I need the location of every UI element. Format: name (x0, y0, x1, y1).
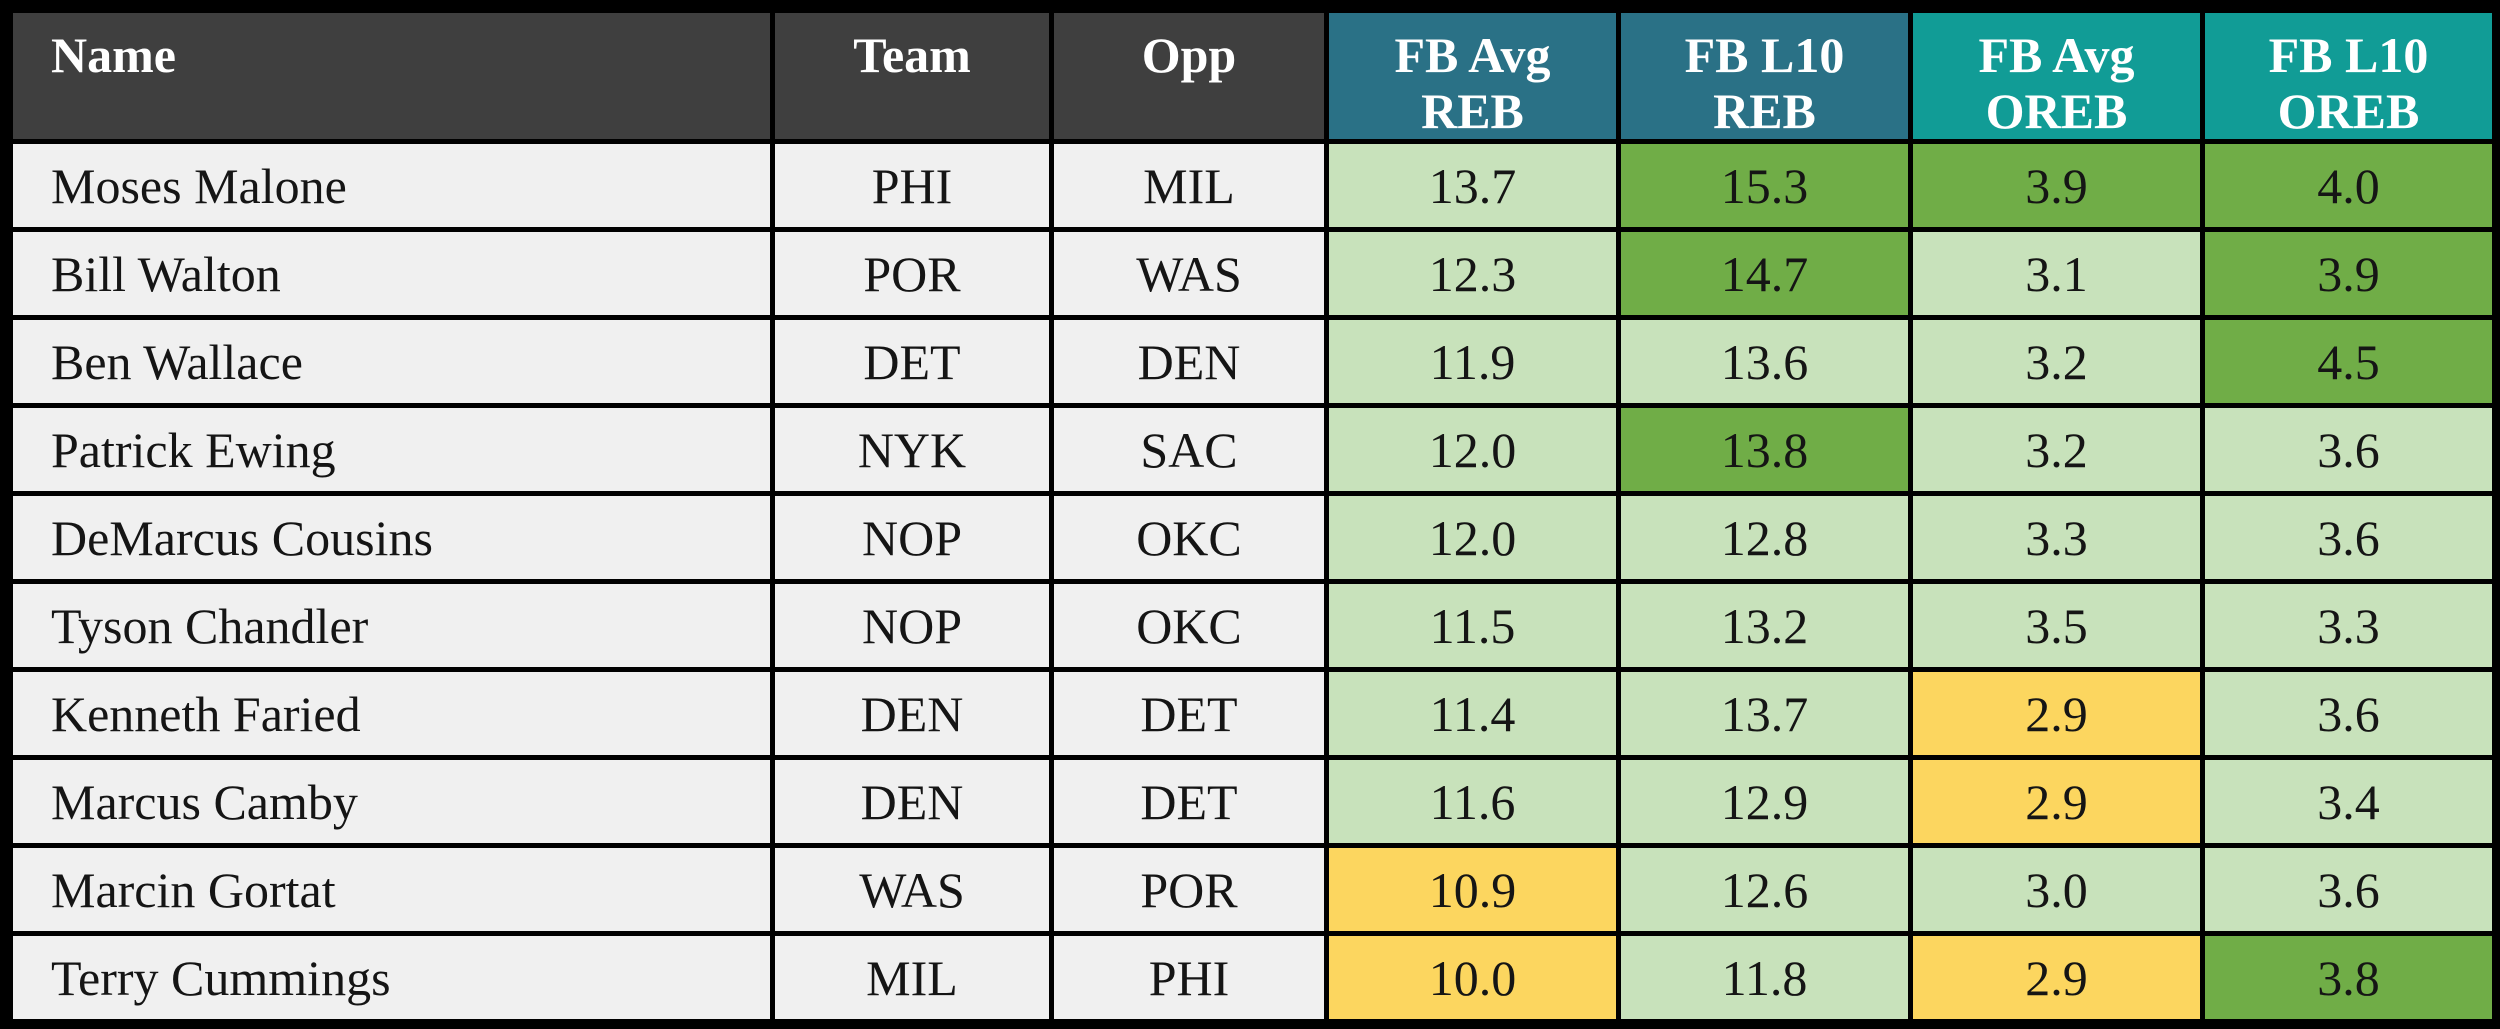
table-row: DeMarcus Cousins NOP OKC 12.0 12.8 3.3 3… (8, 491, 2497, 584)
column-header-opp: Opp (1049, 8, 1329, 144)
player-name-cell: Terry Cummings (8, 931, 775, 1024)
team-cell: MIL (770, 931, 1054, 1024)
column-header-fb-l10-oreb: FB L10 OREB (2200, 8, 2497, 144)
table-row: Tyson Chandler NOP OKC 11.5 13.2 3.5 3.3 (8, 579, 2497, 672)
opp-cell: SAC (1049, 403, 1329, 496)
header-line: FB L10 (2268, 27, 2429, 83)
opp-cell: OKC (1049, 579, 1329, 672)
fb-l10-reb-cell: 12.8 (1616, 491, 1913, 584)
header-line: FB Avg (1394, 27, 1551, 83)
player-name-cell: Bill Walton (8, 227, 775, 320)
header-line: REB (1421, 83, 1524, 139)
team-cell: DEN (770, 667, 1054, 760)
fb-l10-reb-cell: 15.3 (1616, 139, 1913, 232)
fb-l10-oreb-cell: 3.6 (2200, 491, 2497, 584)
column-header-fb-avg-oreb: FB Avg OREB (1908, 8, 2205, 144)
player-name-cell: Patrick Ewing (8, 403, 775, 496)
fb-l10-oreb-cell: 3.8 (2200, 931, 2497, 1024)
opp-cell: DET (1049, 755, 1329, 848)
table-row: Bill Walton POR WAS 12.3 14.7 3.1 3.9 (8, 227, 2497, 320)
opp-cell: PHI (1049, 931, 1329, 1024)
fb-l10-oreb-cell: 3.6 (2200, 667, 2497, 760)
fb-l10-reb-cell: 12.6 (1616, 843, 1913, 936)
player-name-cell: DeMarcus Cousins (8, 491, 775, 584)
table-row: Marcin Gortat WAS POR 10.9 12.6 3.0 3.6 (8, 843, 2497, 936)
table-row: Kenneth Faried DEN DET 11.4 13.7 2.9 3.6 (8, 667, 2497, 760)
fb-avg-reb-cell: 11.4 (1324, 667, 1621, 760)
opp-cell: WAS (1049, 227, 1329, 320)
team-cell: DET (770, 315, 1054, 408)
fb-avg-oreb-cell: 2.9 (1908, 667, 2205, 760)
player-name-cell: Kenneth Faried (8, 667, 775, 760)
fb-l10-oreb-cell: 4.5 (2200, 315, 2497, 408)
column-header-name: Name (8, 8, 775, 144)
player-name-cell: Tyson Chandler (8, 579, 775, 672)
fb-avg-reb-cell: 12.3 (1324, 227, 1621, 320)
table-row: Marcus Camby DEN DET 11.6 12.9 2.9 3.4 (8, 755, 2497, 848)
team-cell: NYK (770, 403, 1054, 496)
rebound-stats-table: Name Team Opp FB Avg REB FB L10 REB FB A… (8, 8, 2497, 1024)
fb-l10-oreb-cell: 3.9 (2200, 227, 2497, 320)
fb-l10-oreb-cell: 3.4 (2200, 755, 2497, 848)
fb-avg-reb-cell: 13.7 (1324, 139, 1621, 232)
team-cell: NOP (770, 491, 1054, 584)
fb-avg-reb-cell: 12.0 (1324, 403, 1621, 496)
table-row: Ben Wallace DET DEN 11.9 13.6 3.2 4.5 (8, 315, 2497, 408)
header-line: REB (1713, 83, 1816, 139)
table-row: Patrick Ewing NYK SAC 12.0 13.8 3.2 3.6 (8, 403, 2497, 496)
fb-avg-oreb-cell: 3.2 (1908, 315, 2205, 408)
fb-avg-reb-cell: 11.9 (1324, 315, 1621, 408)
column-header-team: Team (770, 8, 1054, 144)
fb-l10-oreb-cell: 3.6 (2200, 843, 2497, 936)
fb-avg-oreb-cell: 3.2 (1908, 403, 2205, 496)
team-cell: PHI (770, 139, 1054, 232)
fb-l10-reb-cell: 14.7 (1616, 227, 1913, 320)
fb-avg-reb-cell: 10.9 (1324, 843, 1621, 936)
column-header-fb-avg-reb: FB Avg REB (1324, 8, 1621, 144)
fb-l10-oreb-cell: 3.6 (2200, 403, 2497, 496)
opp-cell: DET (1049, 667, 1329, 760)
table-header-row: Name Team Opp FB Avg REB FB L10 REB FB A… (8, 8, 2497, 144)
player-name-cell: Moses Malone (8, 139, 775, 232)
player-name-cell: Marcin Gortat (8, 843, 775, 936)
fb-l10-reb-cell: 11.8 (1616, 931, 1913, 1024)
fb-l10-reb-cell: 13.7 (1616, 667, 1913, 760)
fb-l10-reb-cell: 13.6 (1616, 315, 1913, 408)
fb-avg-reb-cell: 12.0 (1324, 491, 1621, 584)
fb-avg-reb-cell: 11.6 (1324, 755, 1621, 848)
team-cell: POR (770, 227, 1054, 320)
fb-l10-reb-cell: 13.2 (1616, 579, 1913, 672)
team-cell: DEN (770, 755, 1054, 848)
fb-avg-oreb-cell: 3.3 (1908, 491, 2205, 584)
column-header-fb-l10-reb: FB L10 REB (1616, 8, 1913, 144)
fb-avg-reb-cell: 10.0 (1324, 931, 1621, 1024)
table-row: Terry Cummings MIL PHI 10.0 11.8 2.9 3.8 (8, 931, 2497, 1024)
team-cell: WAS (770, 843, 1054, 936)
fb-l10-oreb-cell: 3.3 (2200, 579, 2497, 672)
opp-cell: POR (1049, 843, 1329, 936)
header-line: FB L10 (1684, 27, 1845, 83)
opp-cell: DEN (1049, 315, 1329, 408)
fb-l10-reb-cell: 13.8 (1616, 403, 1913, 496)
header-line: FB Avg (1978, 27, 2135, 83)
opp-cell: MIL (1049, 139, 1329, 232)
player-name-cell: Marcus Camby (8, 755, 775, 848)
fb-avg-oreb-cell: 3.1 (1908, 227, 2205, 320)
header-line: OREB (2277, 83, 2420, 139)
table-row: Moses Malone PHI MIL 13.7 15.3 3.9 4.0 (8, 139, 2497, 232)
fb-avg-oreb-cell: 3.5 (1908, 579, 2205, 672)
team-cell: NOP (770, 579, 1054, 672)
fb-avg-reb-cell: 11.5 (1324, 579, 1621, 672)
player-name-cell: Ben Wallace (8, 315, 775, 408)
fb-avg-oreb-cell: 2.9 (1908, 755, 2205, 848)
fb-l10-oreb-cell: 4.0 (2200, 139, 2497, 232)
fb-avg-oreb-cell: 2.9 (1908, 931, 2205, 1024)
opp-cell: OKC (1049, 491, 1329, 584)
fb-avg-oreb-cell: 3.0 (1908, 843, 2205, 936)
header-line: OREB (1985, 83, 2128, 139)
fb-l10-reb-cell: 12.9 (1616, 755, 1913, 848)
fb-avg-oreb-cell: 3.9 (1908, 139, 2205, 232)
